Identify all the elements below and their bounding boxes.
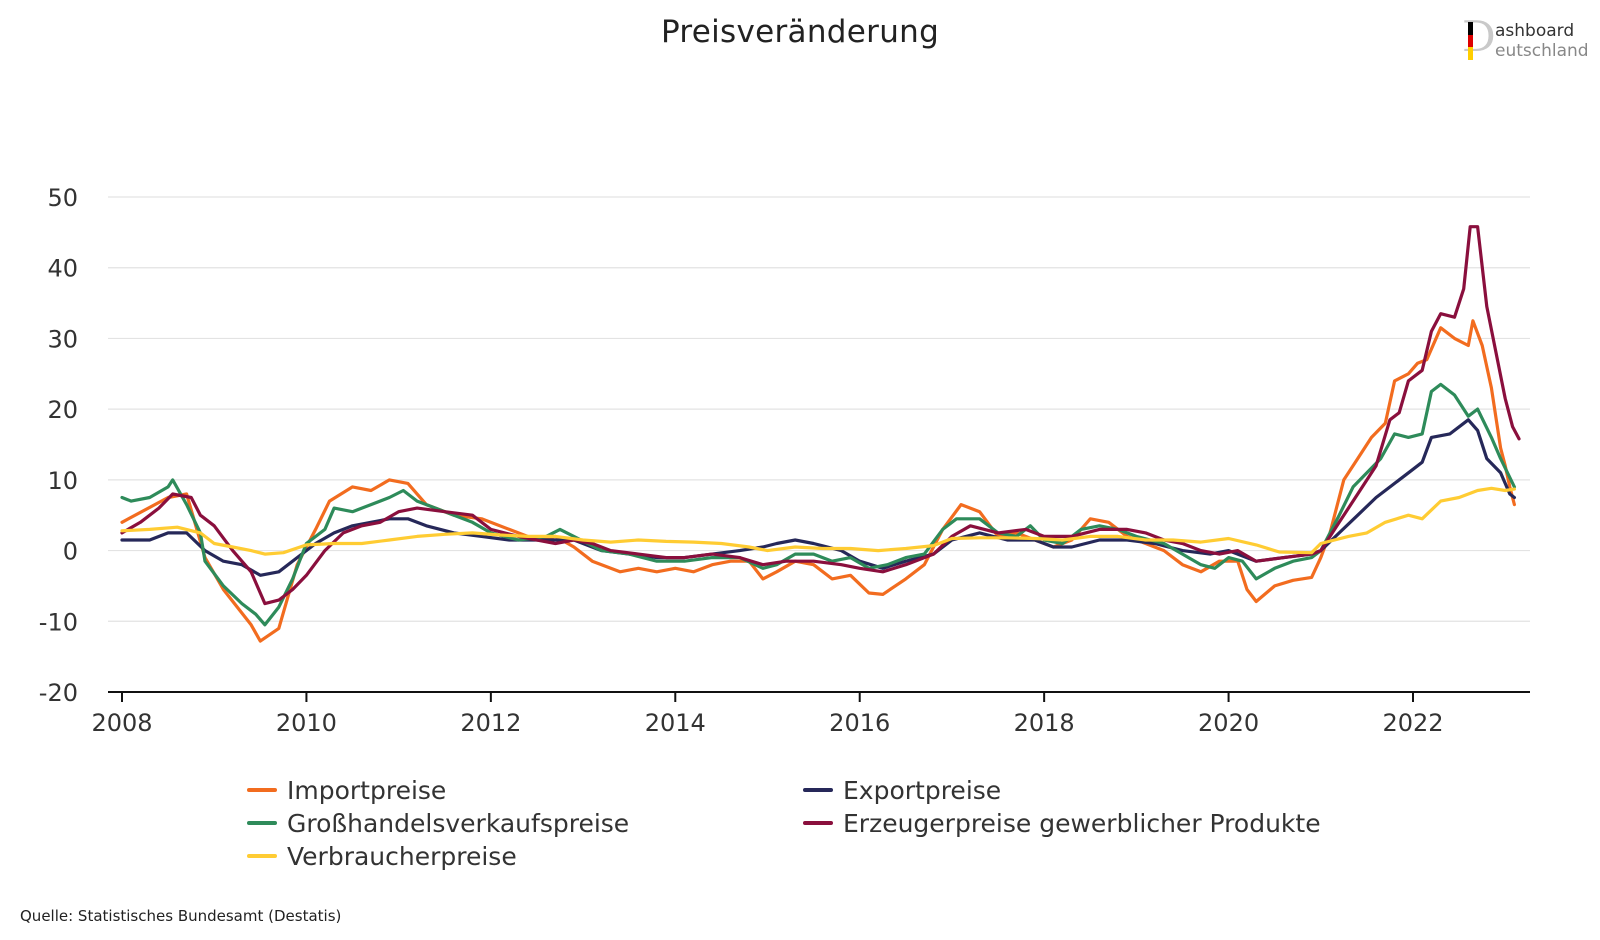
dashboard-deutschland-logo: D ashboard eutschland [1462, 14, 1592, 64]
x-tick-label: 2010 [276, 709, 337, 737]
series-lines [120, 225, 1521, 643]
legend-label: Großhandelsverkaufspreise [287, 808, 630, 838]
x-tick-label: 2012 [460, 709, 521, 737]
y-tick-label: 40 [47, 255, 78, 283]
y-tick-label: 10 [47, 467, 78, 495]
legend-item: Erzeugerpreise gewerblicher Produkte [803, 806, 1321, 840]
source-note: Quelle: Statistisches Bundesamt (Destati… [20, 907, 342, 925]
logo-text-line1: ashboard [1495, 21, 1575, 41]
y-tick-label: -10 [39, 608, 78, 636]
legend-label: Verbraucherpreise [287, 841, 517, 871]
legend-item: Importpreise [247, 773, 446, 807]
legend-label: Exportpreise [843, 775, 1002, 805]
x-tick-label: 2016 [829, 709, 890, 737]
x-tick-label: 2008 [91, 709, 152, 737]
legend-item: Exportpreise [803, 773, 1001, 807]
y-axis-ticks: 50 40 30 20 10 0 -10 -20 [39, 184, 78, 707]
legend-label: Importpreise [287, 775, 447, 805]
x-tick-label: 2022 [1382, 709, 1443, 737]
y-tick-label: -20 [39, 679, 78, 707]
logo-bar-black [1468, 22, 1473, 35]
legend-label: Erzeugerpreise gewerblicher Produkte [843, 808, 1321, 838]
logo-flag-bars [1468, 22, 1473, 60]
logo-bar-red [1468, 34, 1473, 48]
y-tick-label: 50 [47, 184, 78, 212]
legend-swatch [247, 854, 277, 858]
y-tick-label: 20 [47, 396, 78, 424]
series-line-2 [120, 382, 1517, 627]
logo-bar-gold [1468, 47, 1473, 60]
legend-swatch [803, 821, 833, 825]
legend-item: Großhandelsverkaufspreise [247, 806, 629, 840]
series-line-3 [120, 225, 1521, 606]
series-line-0 [120, 319, 1517, 643]
legend-item: Verbraucherpreise [247, 839, 517, 873]
legend-swatch [803, 788, 833, 792]
x-tick-label: 2014 [645, 709, 706, 737]
gridlines [108, 196, 1530, 622]
y-tick-label: 30 [47, 325, 78, 353]
x-tick-label: 2020 [1198, 709, 1259, 737]
y-tick-label: 0 [63, 538, 78, 566]
x-axis: 2008 2010 2012 2014 2016 2018 2020 2022 [91, 691, 1530, 737]
chart-title: Preisveränderung [660, 14, 940, 50]
series-line-4 [120, 486, 1517, 556]
x-tick-label: 2018 [1014, 709, 1075, 737]
logo-text-line2: eutschland [1495, 41, 1589, 61]
logo-letter-d: D [1462, 12, 1496, 61]
legend-swatch [247, 821, 277, 825]
chart-legend: Importpreise Exportpreise Großhandelsverka… [0, 776, 1600, 890]
legend-swatch [247, 788, 277, 792]
